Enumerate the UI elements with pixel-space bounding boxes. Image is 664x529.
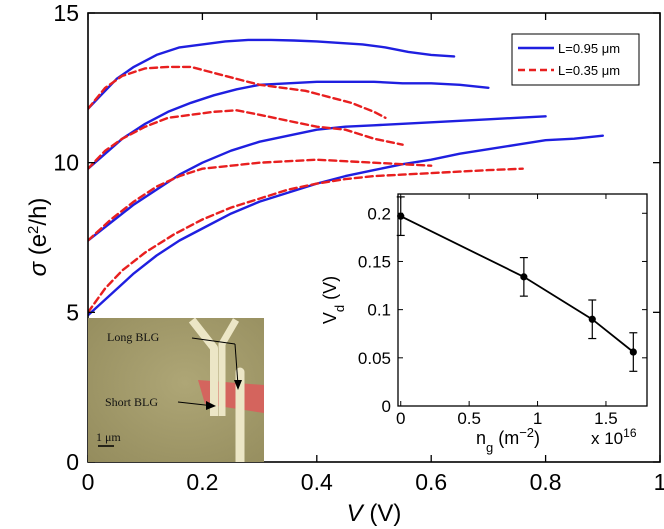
- inset-tick-group: 0 0.5 1 1.5 0 0.05 0.1 0.15 0.2: [358, 194, 647, 428]
- label-pointer-long: [191, 337, 236, 345]
- main-series-group: [88, 38, 604, 317]
- x-tick-label: 0: [82, 469, 95, 495]
- inset-series-line: [400, 215, 634, 353]
- legend-box: [511, 33, 640, 86]
- main-plot-frame: [87, 12, 661, 463]
- label-arrow-head-short: [206, 401, 216, 410]
- main-y-axis-label: σ (e2/h): [25, 198, 53, 277]
- inset-x-tick-label: 0.5: [457, 409, 481, 428]
- inset-x-tick-label: 1: [533, 409, 542, 428]
- series-line-short-1: [88, 65, 387, 120]
- series-line-short-3: [88, 158, 433, 242]
- inset-plot-frame: [397, 193, 648, 407]
- inset-data-point: [588, 315, 596, 323]
- legend: L=0.95 μm L=0.35 μm: [511, 33, 640, 86]
- inset-x-tick-label: 1.5: [594, 409, 618, 428]
- y-tick-label: 5: [66, 299, 79, 325]
- series-line-short-4: [88, 167, 524, 314]
- y-tick-label: 10: [53, 150, 79, 176]
- inset-x-axis-label: ng (m−2): [476, 425, 540, 455]
- inset-y-tick-label: 0.15: [358, 252, 391, 271]
- inset-x-multiplier: x 1016: [591, 426, 637, 448]
- inset-chart: 0 0.5 1 1.500.050.10.150.2 ng (m−2) x 1016 …: [320, 193, 648, 455]
- inset-y-axis-label: Vd (V): [320, 276, 347, 324]
- inset-y-tick-label: 0.2: [367, 204, 391, 223]
- scale-bar-label: 1 μm: [96, 430, 121, 444]
- inset-data-point: [397, 212, 405, 220]
- device-micrograph: Long BLG Short BLG 1 μm: [88, 318, 264, 462]
- y-tick-label: 0: [66, 449, 79, 475]
- series-line-long-1: [88, 38, 456, 111]
- photo-label-long: Long BLG: [107, 330, 160, 344]
- label-pointer-long-arrow: [234, 343, 239, 386]
- long-contact-right: [218, 318, 240, 416]
- inset-y-tick-label: 0.1: [367, 301, 391, 320]
- x-tick-label: 1: [654, 469, 664, 495]
- series-line-long-3: [88, 115, 547, 242]
- series-line-long-4: [88, 134, 604, 317]
- x-tick-label: 0.6: [415, 469, 447, 495]
- x-tick-label: 0.8: [530, 469, 562, 495]
- series-line-short-2: [88, 109, 404, 170]
- main-x-axis-label: V (V): [347, 500, 402, 527]
- legend-label-short: L=0.35 μm: [558, 63, 620, 78]
- inset-y-tick-label: 0.05: [358, 349, 391, 368]
- inset-series-group: [396, 196, 638, 372]
- inset-y-tick-label: 0: [382, 397, 391, 416]
- inset-background: [398, 194, 647, 406]
- inset-data-point: [520, 273, 528, 281]
- inset-data-point: [629, 348, 637, 356]
- legend-label-long: L=0.95 μm: [558, 41, 620, 56]
- photo-label-short: Short BLG: [105, 395, 158, 409]
- label-arrow-head-long: [234, 380, 242, 390]
- y-tick-label: 15: [53, 0, 79, 26]
- x-tick-label: 0.2: [186, 469, 218, 495]
- inset-x-tick-label: 0: [396, 409, 405, 428]
- long-contact-left: [188, 318, 218, 416]
- series-line-long-2: [88, 80, 490, 170]
- x-tick-label: 0.4: [301, 469, 333, 495]
